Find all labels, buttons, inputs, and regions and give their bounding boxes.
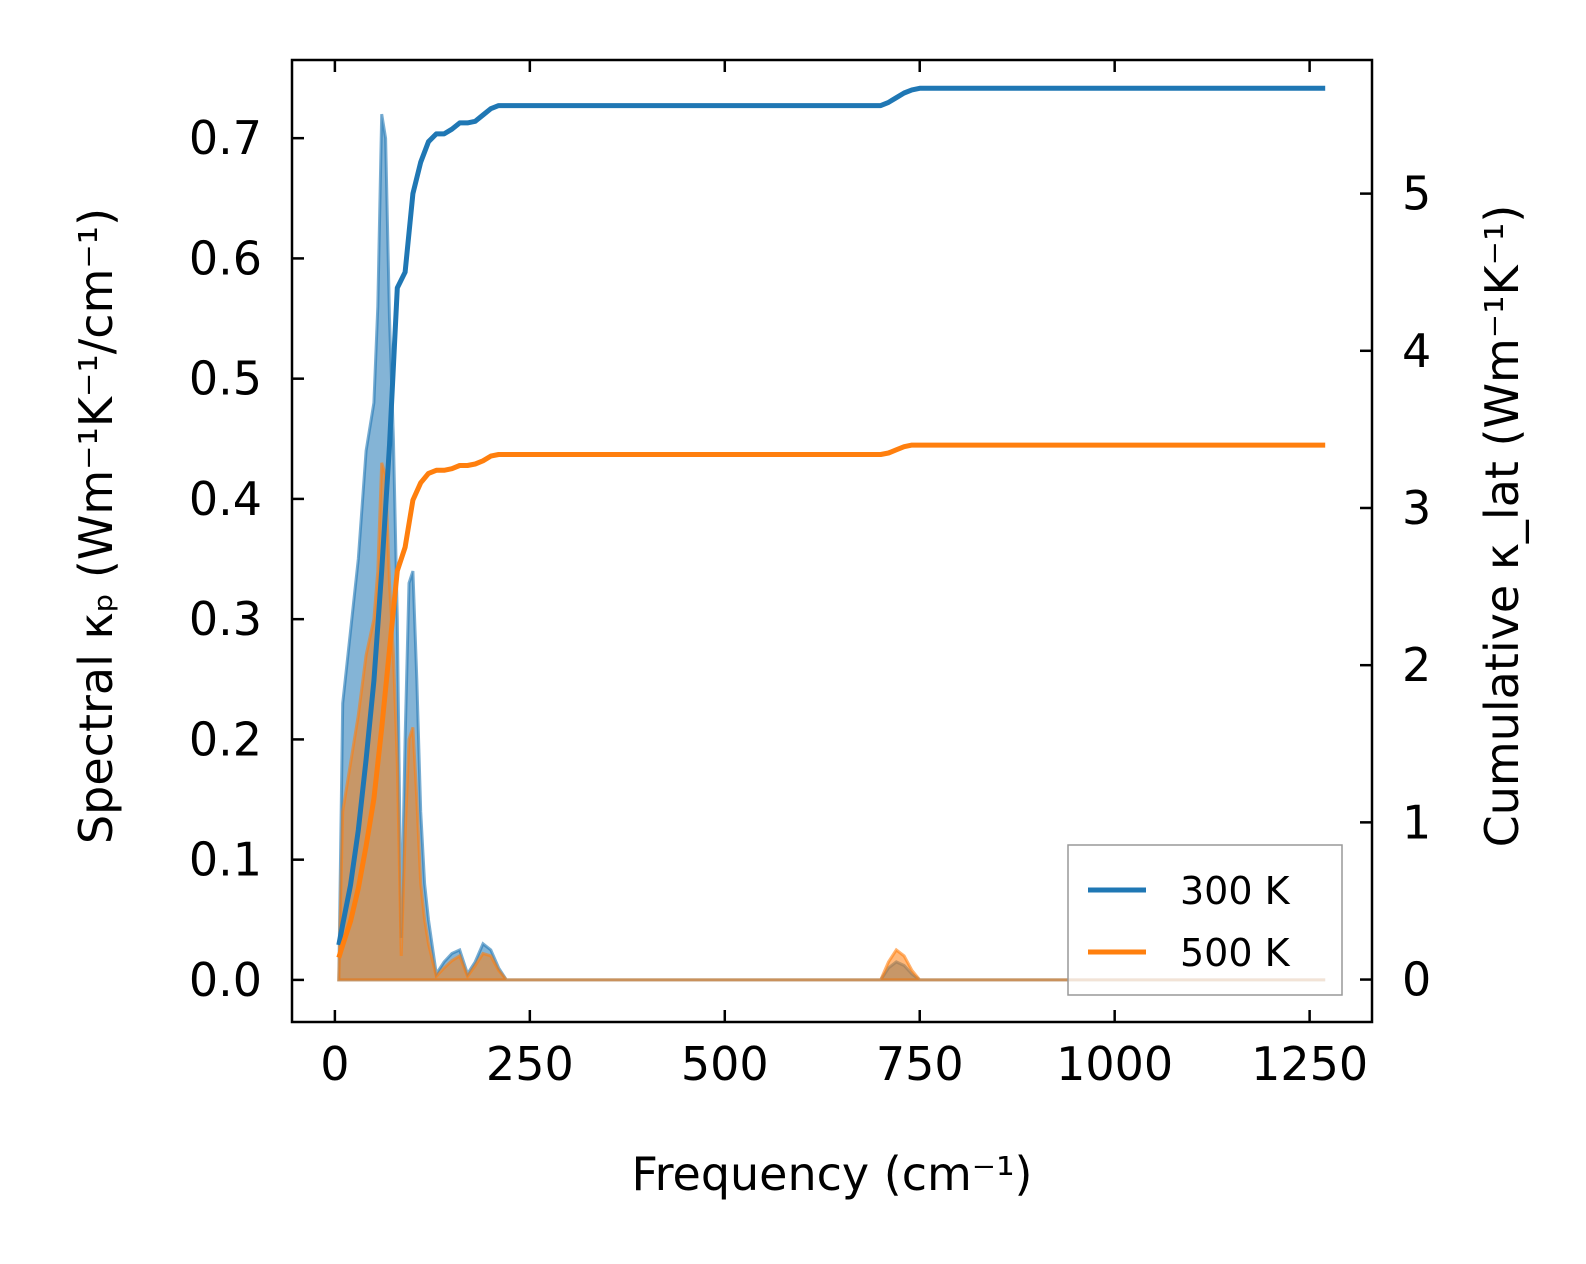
y-tick-label-right: 0 [1402,953,1431,1007]
cumulative-lines [336,85,1326,959]
y-axis-label-right: Cumulative κ_lat (Wm⁻¹K⁻¹) [1475,205,1529,848]
y-axis-label-left: Spectral κₚ (Wm⁻¹K⁻¹/cm⁻¹) [69,208,123,844]
legend-box [1067,844,1343,996]
y-tick-label-right: 2 [1402,638,1431,692]
y-tick-label-right: 4 [1402,324,1431,378]
spectral-fill-500-k [337,462,1326,982]
spectral-fills [337,113,1326,982]
cumulative-line-300-k [336,85,1326,946]
legend-label: 500 K [1180,931,1291,975]
y-tick-label-left: 0.2 [189,712,262,766]
y-axis-right: 0 1 2 3 4 5 [1360,167,1431,1007]
x-tick-label: 0 [320,1037,349,1091]
y-tick-label-right: 5 [1402,167,1431,221]
y-tick-label-right: 1 [1402,795,1431,849]
y-tick-label-left: 0.1 [189,833,262,887]
y-tick-label-left: 0.5 [189,352,262,406]
y-tick-label-left: 0.3 [189,592,262,646]
legend: 300 K 500 K [1067,844,1343,996]
x-axis-label: Frequency (cm⁻¹) [632,1147,1033,1201]
y-axis-left: 0.0 0.1 0.2 0.3 0.4 0.5 0.6 0.7 [189,111,304,1007]
legend-label: 300 K [1180,869,1291,913]
cumulative-line-500-k [336,442,1326,959]
y-tick-label-left: 0.0 [189,953,262,1007]
plot-frame [290,58,1374,1024]
y-tick-label-left: 0.6 [189,231,262,285]
x-tick-label: 750 [876,1037,964,1091]
x-tick-label: 250 [486,1037,574,1091]
y-tick-label-right: 3 [1402,481,1431,535]
x-tick-label: 1000 [1056,1037,1173,1091]
y-tick-label-left: 0.4 [189,472,262,526]
y-tick-label-left: 0.7 [189,111,262,165]
x-axis: 0 250 500 750 1000 1250 [320,60,1368,1091]
x-tick-label: 500 [681,1037,769,1091]
x-tick-label: 1250 [1251,1037,1368,1091]
